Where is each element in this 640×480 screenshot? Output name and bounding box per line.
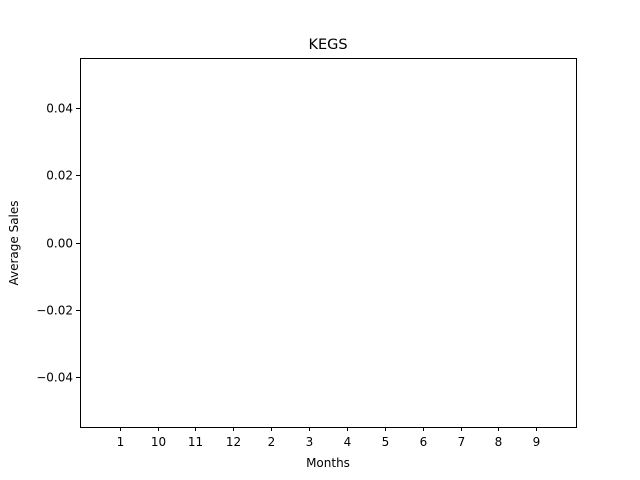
- plot-frame: [80, 58, 577, 428]
- x-tick-label: 4: [344, 435, 352, 449]
- x-tick-label: 3: [306, 435, 314, 449]
- x-tick-label: 12: [226, 435, 241, 449]
- x-tick-label: 7: [458, 435, 466, 449]
- x-tick-label: 8: [495, 435, 503, 449]
- y-tick-label: 0.00: [46, 237, 73, 251]
- x-tick-label: 10: [151, 435, 166, 449]
- y-tick-label: 0.02: [46, 169, 73, 183]
- y-tick-label: −0.02: [36, 304, 73, 318]
- y-axis: 0.04 0.02 0.00 −0.02 −0.04: [36, 102, 80, 385]
- x-axis-label: Months: [306, 456, 350, 470]
- x-axis: 1 10 11 12 2 3 4 5 6 7 8 9: [117, 427, 541, 449]
- y-tick-label: −0.04: [36, 371, 73, 385]
- x-tick-label: 2: [268, 435, 276, 449]
- chart-title: KEGS: [308, 37, 347, 53]
- x-tick-label: 6: [420, 435, 428, 449]
- y-axis-label: Average Sales: [7, 200, 21, 285]
- y-tick-label: 0.04: [46, 102, 73, 116]
- x-tick-label: 1: [117, 435, 125, 449]
- x-tick-label: 5: [382, 435, 390, 449]
- x-tick-label: 11: [188, 435, 203, 449]
- x-tick-label: 9: [533, 435, 541, 449]
